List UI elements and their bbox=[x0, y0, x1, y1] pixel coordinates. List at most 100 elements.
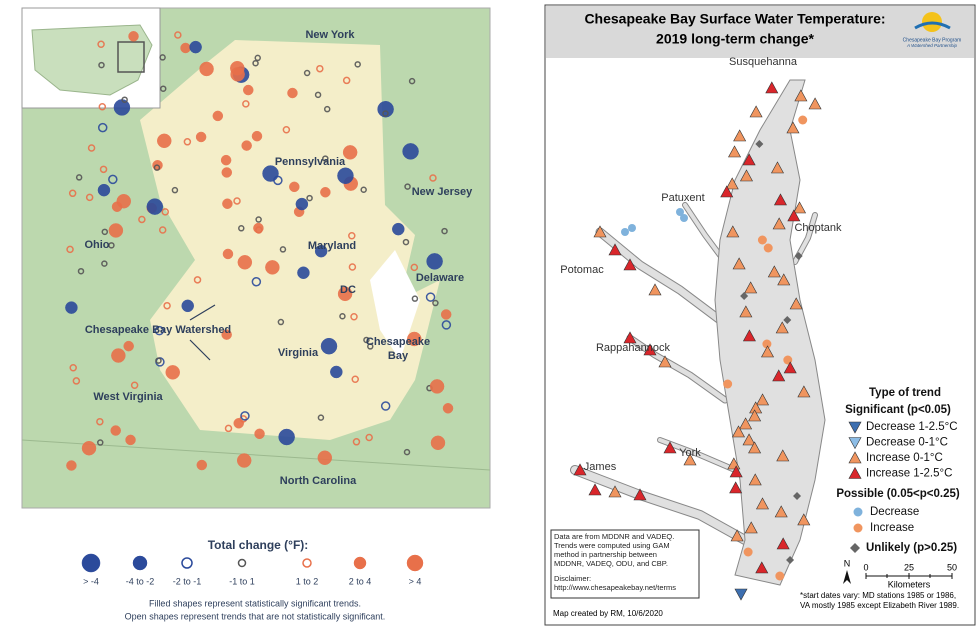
station-marker bbox=[663, 441, 677, 454]
site-marker bbox=[77, 267, 85, 275]
note: MDDNR, VADEQ, ODU, and CBP. bbox=[554, 559, 668, 568]
site-marker bbox=[99, 165, 108, 174]
station-marker bbox=[775, 321, 789, 334]
label: New York bbox=[305, 29, 355, 41]
station-marker bbox=[761, 345, 775, 358]
station-marker bbox=[729, 465, 743, 478]
site-marker bbox=[314, 91, 322, 99]
station-marker bbox=[793, 492, 802, 500]
site-marker bbox=[360, 186, 367, 193]
site-marker bbox=[153, 164, 161, 171]
station-marker bbox=[777, 273, 791, 286]
station-marker bbox=[739, 417, 753, 430]
site-marker bbox=[212, 110, 224, 122]
site-marker bbox=[196, 459, 208, 471]
legend-label: -2 to -1 bbox=[173, 576, 202, 586]
station-marker bbox=[773, 193, 787, 206]
station-marker bbox=[732, 257, 746, 270]
legend-symbol bbox=[353, 556, 367, 570]
station-marker bbox=[772, 217, 786, 230]
site-marker bbox=[171, 186, 179, 194]
station-marker bbox=[731, 425, 745, 438]
site-marker bbox=[108, 223, 124, 238]
site-marker bbox=[426, 253, 443, 270]
station-marker bbox=[733, 129, 747, 142]
site-marker bbox=[251, 130, 263, 142]
site-marker bbox=[183, 138, 192, 146]
logo bbox=[914, 21, 951, 30]
site-marker bbox=[354, 61, 361, 68]
station-marker bbox=[744, 521, 758, 534]
station-marker bbox=[755, 140, 764, 148]
legend-label: Increase bbox=[870, 522, 914, 534]
site-marker bbox=[254, 428, 265, 440]
station-marker bbox=[770, 161, 784, 174]
station-marker bbox=[676, 208, 684, 216]
site-marker bbox=[69, 364, 77, 372]
station-marker bbox=[794, 89, 808, 102]
note: Disclaimer: bbox=[554, 574, 591, 583]
river-label: James bbox=[584, 461, 617, 473]
site-marker bbox=[430, 435, 446, 451]
site-marker bbox=[348, 231, 356, 240]
river-label: Patuxent bbox=[661, 192, 704, 204]
site-marker bbox=[295, 197, 309, 211]
bay-water bbox=[370, 250, 420, 360]
note: method in partnership between bbox=[554, 550, 657, 559]
station-marker bbox=[797, 385, 811, 398]
station-marker bbox=[775, 571, 785, 581]
site-marker bbox=[410, 263, 419, 272]
station-marker bbox=[720, 185, 734, 198]
note: Filled shapes represent statistically si… bbox=[149, 598, 361, 608]
station-marker bbox=[848, 466, 862, 479]
site-marker bbox=[108, 174, 118, 185]
site-marker bbox=[279, 246, 287, 253]
site-marker bbox=[98, 103, 107, 111]
site-marker bbox=[220, 154, 232, 166]
station-marker bbox=[648, 283, 662, 296]
note: Data are from MDDNR and VADEQ. bbox=[554, 532, 674, 541]
legend-symbol bbox=[302, 558, 312, 568]
site-marker bbox=[367, 343, 374, 350]
site-marker bbox=[233, 197, 241, 205]
site-marker bbox=[243, 84, 254, 96]
river-label: Susquehanna bbox=[729, 56, 798, 68]
label: Maryland bbox=[308, 240, 356, 252]
note: Trends were computed using GAM bbox=[554, 541, 670, 550]
label: DC bbox=[340, 284, 356, 296]
station-marker bbox=[776, 537, 790, 550]
label: North Carolina bbox=[280, 475, 357, 487]
site-marker bbox=[322, 155, 329, 162]
station-marker bbox=[748, 441, 762, 454]
site-marker bbox=[303, 69, 311, 77]
site-marker bbox=[317, 450, 333, 466]
site-marker bbox=[255, 226, 263, 234]
site-marker bbox=[189, 40, 202, 54]
legend-symbol bbox=[850, 543, 860, 553]
site-marker bbox=[157, 133, 172, 149]
station-marker bbox=[848, 437, 862, 450]
site-marker bbox=[181, 299, 194, 313]
site-marker bbox=[241, 140, 252, 151]
footnote: *start dates vary: MD stations 1985 or 1… bbox=[800, 591, 956, 600]
station-marker bbox=[588, 483, 602, 496]
site-marker bbox=[251, 276, 262, 287]
site-marker bbox=[158, 226, 167, 234]
credit: Map created by RM, 10/6/2020 bbox=[553, 609, 663, 618]
station-marker bbox=[742, 433, 756, 446]
site-marker bbox=[163, 301, 171, 310]
station-marker bbox=[742, 329, 756, 342]
north: N bbox=[844, 558, 851, 568]
site-marker bbox=[363, 336, 370, 344]
site-marker bbox=[339, 312, 346, 320]
note: http://www.chesapeakebay.net/terms bbox=[554, 583, 676, 592]
site-marker bbox=[113, 99, 131, 116]
logo-text: A Watershed Partnership bbox=[906, 43, 958, 48]
site-marker bbox=[429, 379, 445, 394]
label: Chesapeake Bay Watershed bbox=[85, 324, 231, 336]
station-marker bbox=[798, 115, 808, 125]
site-marker bbox=[85, 193, 94, 202]
note: Open shapes represent trends that are no… bbox=[125, 611, 386, 621]
site-marker bbox=[230, 60, 245, 76]
station-marker bbox=[749, 105, 763, 118]
